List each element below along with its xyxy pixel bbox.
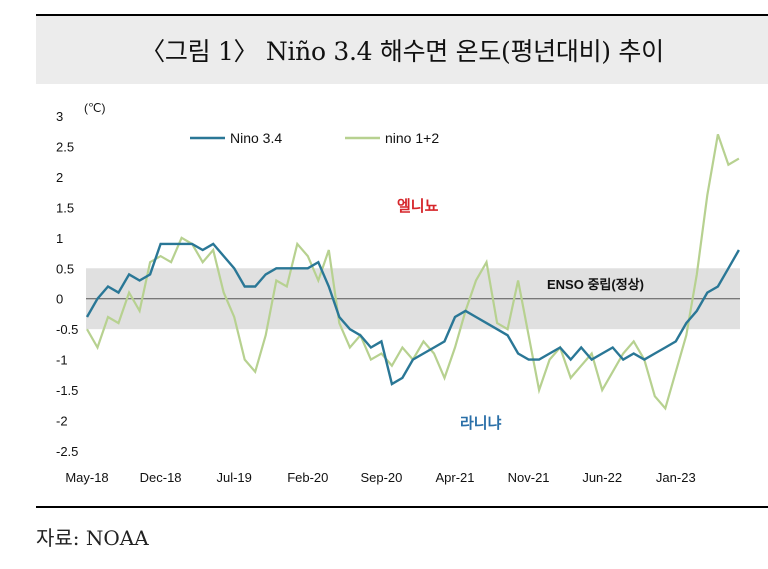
legend-label-nino34: Nino 3.4: [230, 130, 282, 146]
annotation-neutral: ENSO 중립(정상): [547, 277, 644, 292]
y-tick-label: 1: [56, 231, 63, 246]
annotation-la-nina: 라니냐: [460, 415, 502, 432]
y-tick-label: 3: [56, 109, 63, 124]
y-tick-label: 0.5: [56, 261, 74, 276]
y-tick-label: -1.5: [56, 383, 78, 398]
y-tick-label: 1.5: [56, 200, 74, 215]
source-note: 자료: NOAA: [36, 526, 149, 550]
title-band: 〈그림 1〉 Niño 3.4 해수면 온도(평년대비) 추이: [36, 16, 768, 84]
y-tick-label: -1: [56, 353, 68, 368]
legend: Nino 3.4 nino 1+2: [190, 130, 439, 146]
x-tick-label: Feb-20: [287, 470, 328, 485]
y-tick-label: -2.5: [56, 444, 78, 459]
legend-label-nino12: nino 1+2: [385, 130, 439, 146]
y-tick-label: 2: [56, 170, 63, 185]
x-tick-label: Apr-21: [435, 470, 474, 485]
y-tick-label: 2.5: [56, 139, 74, 154]
top-rule: [36, 14, 768, 16]
x-tick-label: May-18: [65, 470, 108, 485]
y-tick-label: -2: [56, 414, 68, 429]
y-tick-label: -0.5: [56, 322, 78, 337]
unit-label: (℃): [84, 101, 105, 115]
x-tick-label: Sep-20: [360, 470, 402, 485]
x-tick-label: Jun-22: [582, 470, 622, 485]
bottom-rule: [36, 506, 768, 508]
annotation-el-nino: 엘니뇨: [397, 198, 439, 215]
series-line-nino34: [85, 242, 740, 386]
x-tick-label: Jul-19: [216, 470, 251, 485]
x-tick-label: Nov-21: [508, 470, 550, 485]
figure-title: 〈그림 1〉 Niño 3.4 해수면 온도(평년대비) 추이: [140, 37, 664, 66]
x-tick-label: Dec-18: [140, 470, 182, 485]
x-tick-label: Jan-23: [656, 470, 696, 485]
y-tick-label: 0: [56, 292, 63, 307]
